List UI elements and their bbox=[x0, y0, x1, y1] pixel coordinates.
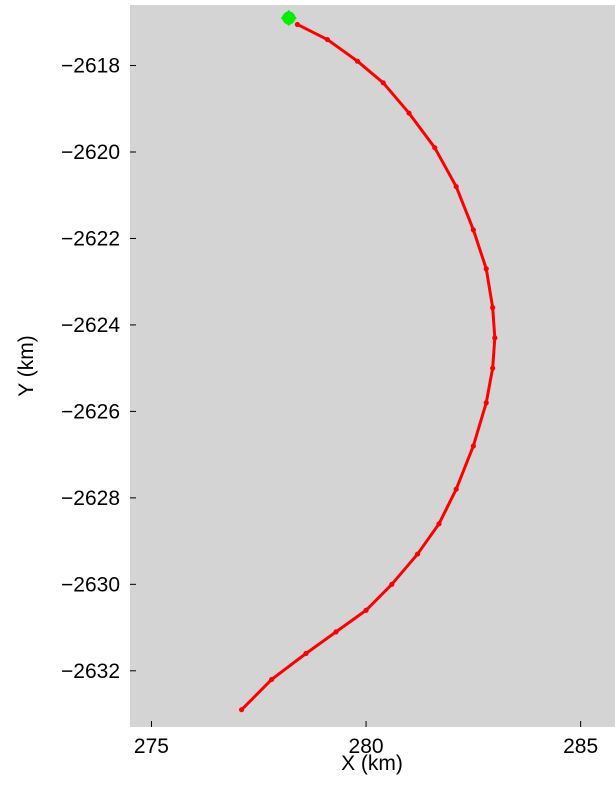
series-0-point-19 bbox=[380, 80, 386, 86]
series-0-point-4 bbox=[363, 607, 369, 613]
y-tick-label-5: −2628 bbox=[61, 487, 120, 510]
series-0-point-1 bbox=[269, 676, 275, 683]
x-tick-label-0: 275 bbox=[134, 735, 169, 758]
y-tick-label-4: −2626 bbox=[61, 400, 120, 423]
series-0-point-2 bbox=[303, 650, 309, 657]
series-0-point-18 bbox=[406, 110, 412, 116]
y-tick-label-2: −2622 bbox=[61, 227, 120, 250]
series-0-point-20 bbox=[354, 58, 361, 64]
series-0-point-11 bbox=[490, 365, 496, 371]
series-0-point-8 bbox=[453, 486, 459, 492]
y-axis-label: Y (km) bbox=[15, 335, 38, 396]
series-0-point-6 bbox=[414, 551, 421, 557]
series-0-point-14 bbox=[483, 266, 489, 272]
series-0-point-0 bbox=[238, 707, 245, 713]
series-0-point-5 bbox=[389, 581, 395, 587]
y-tick-label-0: −2618 bbox=[61, 55, 120, 78]
y-tick-label-7: −2632 bbox=[61, 660, 120, 683]
series-0-point-13 bbox=[490, 305, 496, 311]
series-0-point-22 bbox=[294, 21, 300, 28]
series-0-point-7 bbox=[436, 521, 442, 527]
series-0-point-17 bbox=[432, 145, 438, 151]
series-0-point-16 bbox=[453, 183, 459, 190]
y-tick-label-3: −2624 bbox=[61, 314, 120, 337]
x-tick-label-1: 280 bbox=[349, 735, 384, 758]
x-axis-label: X (km) bbox=[341, 752, 403, 775]
y-tick-label-1: −2620 bbox=[61, 141, 120, 164]
series-0-point-21 bbox=[324, 36, 331, 43]
series-0-point-10 bbox=[483, 400, 489, 406]
series-0-point-15 bbox=[470, 227, 476, 233]
x-tick-label-2: 285 bbox=[563, 735, 598, 758]
series-0-point-3 bbox=[333, 629, 339, 635]
plot-area bbox=[130, 5, 615, 727]
series-0-point-12 bbox=[492, 335, 498, 341]
series-0-point-9 bbox=[470, 443, 476, 449]
y-tick-label-6: −2630 bbox=[61, 573, 120, 596]
series-1-marker-core-0 bbox=[282, 11, 296, 25]
